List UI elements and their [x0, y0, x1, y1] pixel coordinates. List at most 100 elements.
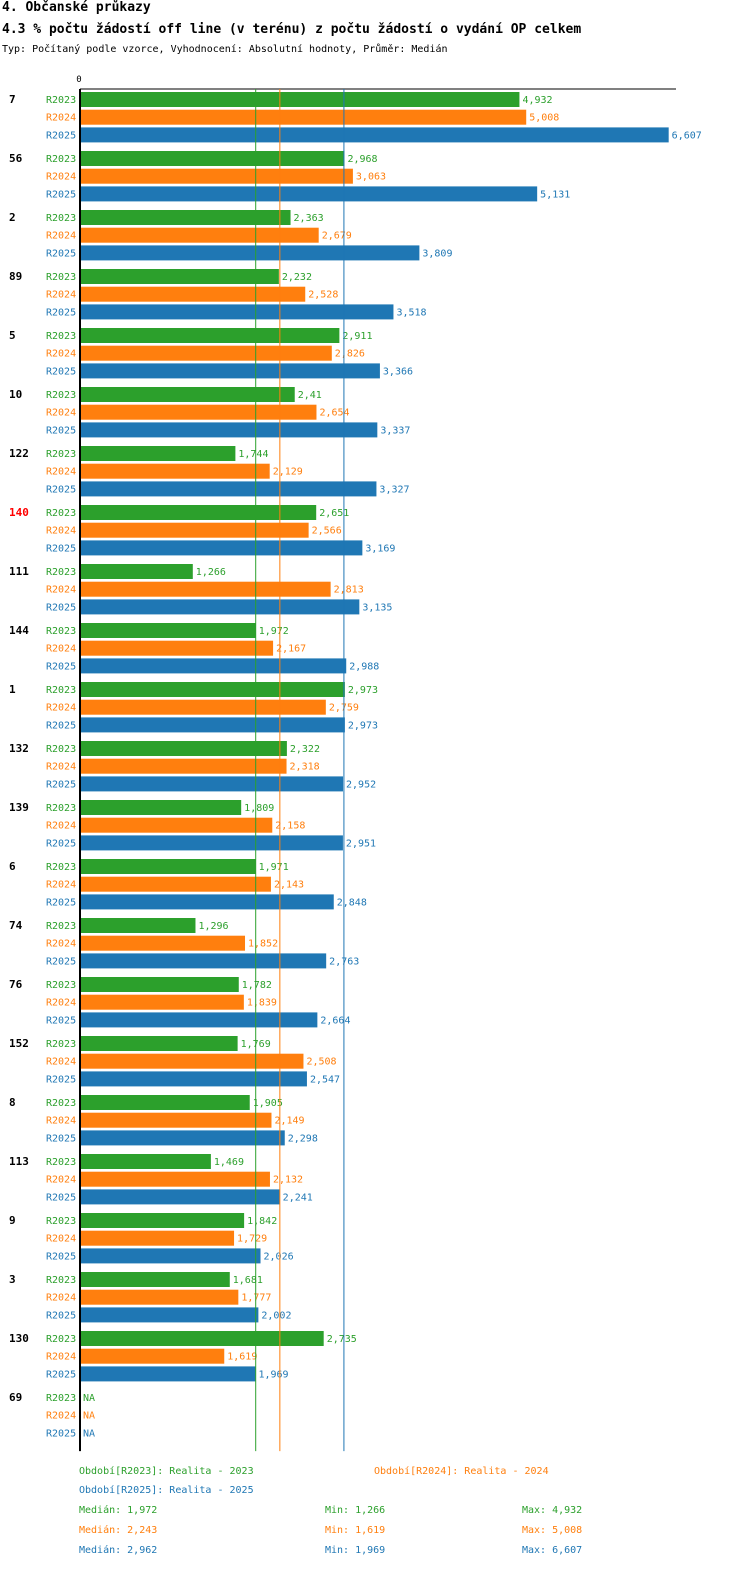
- value-label: 2,322: [290, 744, 320, 755]
- bar: [80, 1213, 245, 1228]
- bar: [80, 835, 343, 851]
- value-label: 1,969: [258, 1369, 288, 1380]
- series-label: R2023: [46, 1275, 76, 1286]
- value-label: 1,681: [233, 1275, 263, 1286]
- bar: [80, 481, 377, 497]
- series-label: R2025: [46, 1015, 76, 1026]
- series-label: R2025: [46, 1192, 76, 1203]
- value-label: 2,002: [261, 1310, 291, 1321]
- category-label: 56: [9, 152, 23, 165]
- series-label: R2025: [46, 307, 76, 318]
- category-label: 111: [9, 565, 29, 578]
- value-label: 2,973: [348, 720, 378, 731]
- value-label: 2,651: [319, 508, 349, 519]
- series-label: R2025: [46, 1133, 76, 1144]
- bar: [80, 109, 527, 125]
- series-label: R2024: [46, 1057, 76, 1068]
- bar: [80, 1053, 304, 1069]
- value-label: 2,735: [327, 1334, 357, 1345]
- series-label: R2023: [46, 1334, 76, 1345]
- value-label: 2,158: [275, 821, 305, 832]
- series-label: R2023: [46, 567, 76, 578]
- value-label: 3,366: [383, 366, 413, 377]
- series-label: R2024: [46, 821, 76, 832]
- bar: [80, 286, 306, 302]
- stat-min-r2024: Min: 1,619: [325, 1525, 386, 1536]
- category-label: 132: [9, 742, 29, 755]
- category-label: 10: [9, 388, 22, 401]
- series-label: R2024: [46, 113, 76, 124]
- value-label: 2,143: [274, 880, 304, 891]
- bar: [80, 1154, 211, 1169]
- series-label: R2023: [46, 390, 76, 401]
- stat-median-r2023: Medián: 1,972: [79, 1505, 158, 1516]
- value-label: 1,619: [227, 1352, 257, 1363]
- value-label: 3,135: [362, 602, 392, 613]
- bar: [80, 953, 327, 969]
- bar: [80, 1289, 239, 1305]
- bar: [80, 522, 309, 538]
- series-label: R2024: [46, 231, 76, 242]
- bar: [80, 387, 295, 402]
- value-label: 1,782: [242, 980, 272, 991]
- value-label: 3,327: [379, 484, 409, 495]
- value-label: NA: [83, 1393, 95, 1404]
- series-label: R2024: [46, 349, 76, 360]
- bar: [80, 758, 287, 774]
- series-label: R2024: [46, 1352, 76, 1363]
- stat-median-r2024: Medián: 2,243: [79, 1525, 158, 1536]
- series-label: R2024: [46, 939, 76, 950]
- bar: [80, 210, 291, 225]
- value-label: 2,952: [346, 779, 376, 790]
- legend-r2025: Období[R2025]: Realita - 2025: [79, 1485, 254, 1496]
- bar: [80, 1112, 272, 1128]
- bar: [80, 463, 270, 479]
- category-label: 74: [9, 919, 23, 932]
- value-label: 2,813: [334, 585, 364, 596]
- stat-min-r2023: Min: 1,266: [325, 1505, 386, 1516]
- series-label: R2024: [46, 998, 76, 1009]
- value-label: 2,988: [349, 661, 379, 672]
- value-label: 2,911: [342, 331, 372, 342]
- series-label: R2023: [46, 508, 76, 519]
- value-label: 2,129: [273, 467, 303, 478]
- stat-min-r2025: Min: 1,969: [325, 1545, 386, 1556]
- value-label: 2,679: [322, 231, 352, 242]
- series-label: R2024: [46, 290, 76, 301]
- value-label: 2,318: [290, 762, 320, 773]
- legend-r2023: Období[R2023]: Realita - 2023: [79, 1466, 254, 1477]
- bar: [80, 1230, 235, 1246]
- category-label: 130: [9, 1332, 29, 1345]
- series-label: R2023: [46, 803, 76, 814]
- value-label: 2,566: [312, 526, 342, 537]
- bar: [80, 1171, 270, 1187]
- bar: [80, 776, 344, 792]
- value-label: 2,826: [335, 349, 365, 360]
- value-label: 3,063: [356, 172, 386, 183]
- series-label: R2024: [46, 703, 76, 714]
- bar: [80, 1095, 250, 1110]
- series-label: R2023: [46, 980, 76, 991]
- bar: [80, 304, 394, 320]
- series-label: R2023: [46, 331, 76, 342]
- value-label: 1,266: [196, 567, 226, 578]
- category-label: 3: [9, 1273, 16, 1286]
- series-label: R2025: [46, 189, 76, 200]
- chart-type-info: Typ: Počítaný podle vzorce, Vyhodnocení:…: [2, 44, 448, 55]
- bar: [80, 640, 274, 656]
- category-label: 1: [9, 683, 16, 696]
- value-label: 2,132: [273, 1175, 303, 1186]
- bar: [80, 1272, 230, 1287]
- chart-section-title: 4. Občanské průkazy: [2, 0, 151, 15]
- bar: [80, 800, 242, 815]
- value-label: 1,296: [198, 921, 228, 932]
- value-label: 1,469: [214, 1157, 244, 1168]
- value-label: 3,809: [422, 248, 452, 259]
- series-label: R2023: [46, 921, 76, 932]
- series-label: R2023: [46, 95, 76, 106]
- bar: [80, 168, 353, 184]
- bar: [80, 422, 378, 438]
- stat-median-r2025: Medián: 2,962: [79, 1545, 158, 1556]
- series-label: R2024: [46, 467, 76, 478]
- series-label: R2025: [46, 1251, 76, 1262]
